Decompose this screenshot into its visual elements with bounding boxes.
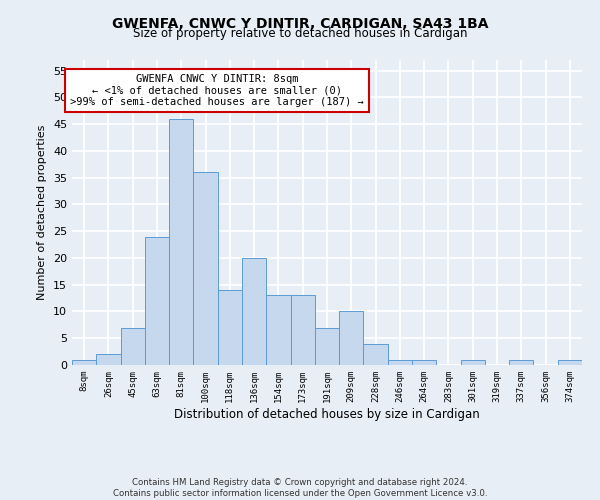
Bar: [72, 360, 96, 365]
Bar: [121, 328, 145, 365]
Bar: [96, 354, 121, 365]
Bar: [509, 360, 533, 365]
Bar: [315, 328, 339, 365]
Bar: [290, 296, 315, 365]
Bar: [364, 344, 388, 365]
Bar: [266, 296, 290, 365]
Bar: [339, 312, 364, 365]
Text: Size of property relative to detached houses in Cardigan: Size of property relative to detached ho…: [133, 28, 467, 40]
Bar: [145, 236, 169, 365]
Bar: [169, 119, 193, 365]
Bar: [218, 290, 242, 365]
Text: GWENFA CNWC Y DINTIR: 8sqm
← <1% of detached houses are smaller (0)
>99% of semi: GWENFA CNWC Y DINTIR: 8sqm ← <1% of deta…: [70, 74, 364, 107]
Text: GWENFA, CNWC Y DINTIR, CARDIGAN, SA43 1BA: GWENFA, CNWC Y DINTIR, CARDIGAN, SA43 1B…: [112, 18, 488, 32]
Bar: [388, 360, 412, 365]
Bar: [461, 360, 485, 365]
Bar: [558, 360, 582, 365]
Bar: [193, 172, 218, 365]
X-axis label: Distribution of detached houses by size in Cardigan: Distribution of detached houses by size …: [174, 408, 480, 420]
Bar: [242, 258, 266, 365]
Text: Contains HM Land Registry data © Crown copyright and database right 2024.
Contai: Contains HM Land Registry data © Crown c…: [113, 478, 487, 498]
Y-axis label: Number of detached properties: Number of detached properties: [37, 125, 47, 300]
Bar: [412, 360, 436, 365]
